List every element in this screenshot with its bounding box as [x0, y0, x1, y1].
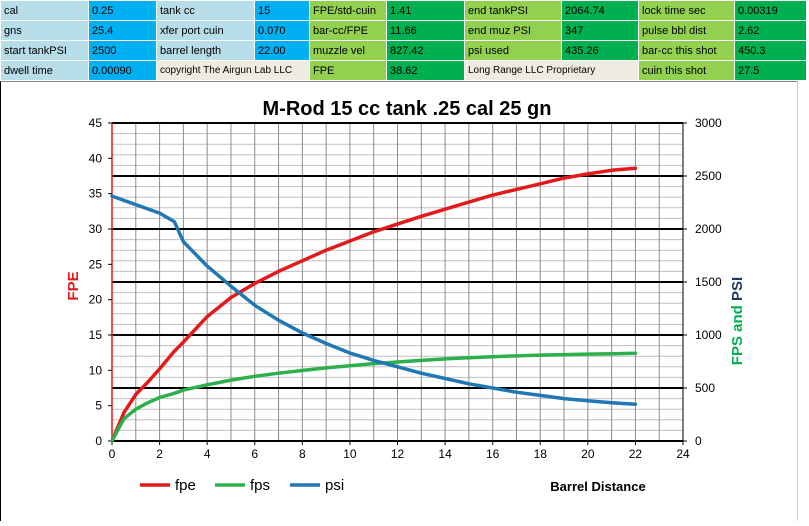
sheet-cell[interactable]: 25.4 [88, 20, 157, 41]
y-tick-label: 35 [89, 187, 103, 201]
sheet-row: gns 25.4 xfer port cuin 0.070 bar-cc/FPE 11.6… [0, 20, 807, 41]
sheet-cell[interactable]: psi used [464, 40, 562, 61]
sheet-cell[interactable]: end tankPSI [464, 0, 562, 21]
legend-label-fps: fps [250, 477, 270, 494]
sheet-cell[interactable]: barrel length [156, 40, 255, 61]
y2-tick-label: 0 [695, 434, 702, 448]
y2-tick-label: 2500 [695, 169, 722, 183]
y2-label-part: FPS [729, 336, 746, 365]
sheet-cell[interactable]: 38.62 [386, 60, 465, 81]
x-tick-label: 10 [343, 447, 357, 461]
sheet-cell[interactable]: 11.66 [386, 20, 465, 41]
sheet-cell[interactable]: 0.00319 [734, 0, 807, 21]
x-tick-label: 18 [534, 447, 548, 461]
sheet-cell[interactable]: dwell time [0, 60, 89, 81]
series-line-fpe [110, 166, 638, 443]
x-tick-label: 22 [629, 447, 643, 461]
y-tick-label: 15 [89, 328, 103, 342]
sheet-row: cal 0.25 tank cc 15 FPE/std-cuin 1.41 end tank… [0, 0, 807, 21]
sheet-cell[interactable]: FPE [309, 60, 387, 81]
sheet-cell[interactable]: end muz PSI [464, 20, 562, 41]
y-tick-label: 0 [95, 434, 102, 448]
sheet-row: dwell time 0.00090 copyright The Airgun La… [0, 60, 807, 81]
sheet-cell[interactable]: 827.42 [386, 40, 465, 61]
x-tick-label: 20 [581, 447, 595, 461]
x-tick-label: 4 [204, 447, 211, 461]
sheet-cell[interactable]: gns [0, 20, 89, 41]
x-tick-label: 8 [299, 447, 306, 461]
legend-label-psi: psi [325, 477, 344, 494]
y2-tick-label: 1000 [695, 328, 722, 342]
sheet-cell[interactable]: tank cc [156, 0, 255, 21]
y-tick-label: 10 [89, 363, 103, 377]
chart-area: 0 2 4 6 8 10 12 14 16 18 20 22 24 0 5 10 15 20 25 30 35 40 45 0… [0, 81, 809, 521]
sheet-cell[interactable]: 15 [254, 0, 310, 21]
parameter-grid: cal 0.25 tank cc 15 FPE/std-cuin 1.41 end tank… [0, 0, 807, 81]
x-tick-label: 24 [676, 447, 690, 461]
axes [108, 122, 687, 445]
x-tick-label: 6 [251, 447, 258, 461]
x-tick-label: 2 [156, 447, 163, 461]
sheet-cell[interactable]: FPE/std-cuin [309, 0, 387, 21]
sheet-cell[interactable]: Long Range LLC Proprietary [464, 60, 639, 81]
y-tick-label: 30 [89, 222, 103, 236]
legend: fpe fps psi [140, 477, 344, 494]
x-tick-label: 16 [486, 447, 500, 461]
sheet-cell[interactable]: 27.5 [734, 60, 807, 81]
chart-title: M-Rod 15 cc tank .25 cal 25 gn [263, 98, 552, 120]
sheet-cell[interactable]: xfer port cuin [156, 20, 255, 41]
y-tick-label: 45 [89, 116, 103, 130]
sheet-cell[interactable]: lock time sec [638, 0, 735, 21]
sheet-cell[interactable]: 0.00090 [88, 60, 157, 81]
y2-tick-label: 1500 [695, 275, 722, 289]
y-tick-label: 40 [89, 151, 103, 165]
y2-tick-label: 500 [695, 381, 715, 395]
x-tick-label: 0 [109, 447, 116, 461]
sheet-cell[interactable]: 2064.74 [561, 0, 639, 21]
y-axis-label: FPE [65, 271, 82, 300]
sheet-cell[interactable]: 435.26 [561, 40, 639, 61]
x-tick-label: 14 [438, 447, 452, 461]
sheet-cell[interactable]: copyright The Airgun Lab LLC [156, 60, 310, 81]
sheet-cell[interactable]: cuin this shot [638, 60, 735, 81]
sheet-row: start tankPSI 2500 barrel length 22.00 muzzl… [0, 40, 807, 61]
sheet-cell[interactable]: bar-cc this shot [638, 40, 735, 61]
x-tick-label: 12 [391, 447, 405, 461]
sheet-cell[interactable]: pulse bbl dist [638, 20, 735, 41]
sheet-cell[interactable]: 0.070 [254, 20, 310, 41]
y-tick-label: 25 [89, 257, 103, 271]
series-line-fps [110, 351, 638, 443]
tick-labels: 0 2 4 6 8 10 12 14 16 18 20 22 240510152025303540450… [89, 116, 722, 461]
sheet-cell[interactable]: start tankPSI [0, 40, 89, 61]
y2-tick-label: 2000 [695, 222, 722, 236]
y2-axis-label: FPS and PSI [729, 277, 746, 365]
y2-tick-label: 3000 [695, 116, 722, 130]
sheet-cell[interactable]: muzzle vel [309, 40, 387, 61]
series-line-psi [110, 194, 638, 406]
sheet-cell[interactable]: cal [0, 0, 89, 21]
y-tick-label: 5 [95, 399, 102, 413]
worksheet-right-edge [797, 81, 809, 521]
sheet-cell[interactable]: 2.62 [734, 20, 807, 41]
y2-label-part: and [729, 301, 746, 336]
worksheet-border [0, 81, 797, 521]
y2-label-part: PSI [729, 277, 746, 301]
sheet-cell[interactable]: 450.3 [734, 40, 807, 61]
parameter-table: cal 0.25 tank cc 15 FPE/std-cuin 1.41 end tank… [0, 0, 809, 81]
sheet-cell[interactable]: 1.41 [386, 0, 465, 21]
y-tick-label: 20 [89, 293, 103, 307]
x-axis-label: Barrel Distance [550, 479, 645, 494]
sheet-cell[interactable]: bar-cc/FPE [309, 20, 387, 41]
sheet-cell[interactable]: 22.00 [254, 40, 310, 61]
legend-label-fpe: fpe [175, 477, 196, 494]
sheet-cell[interactable]: 0.25 [88, 0, 157, 21]
series-group [110, 166, 638, 443]
chart-svg: 0 2 4 6 8 10 12 14 16 18 20 22 240510152025303540450… [0, 81, 797, 521]
sheet-cell[interactable]: 2500 [88, 40, 157, 61]
sheet-cell[interactable]: 347 [561, 20, 639, 41]
